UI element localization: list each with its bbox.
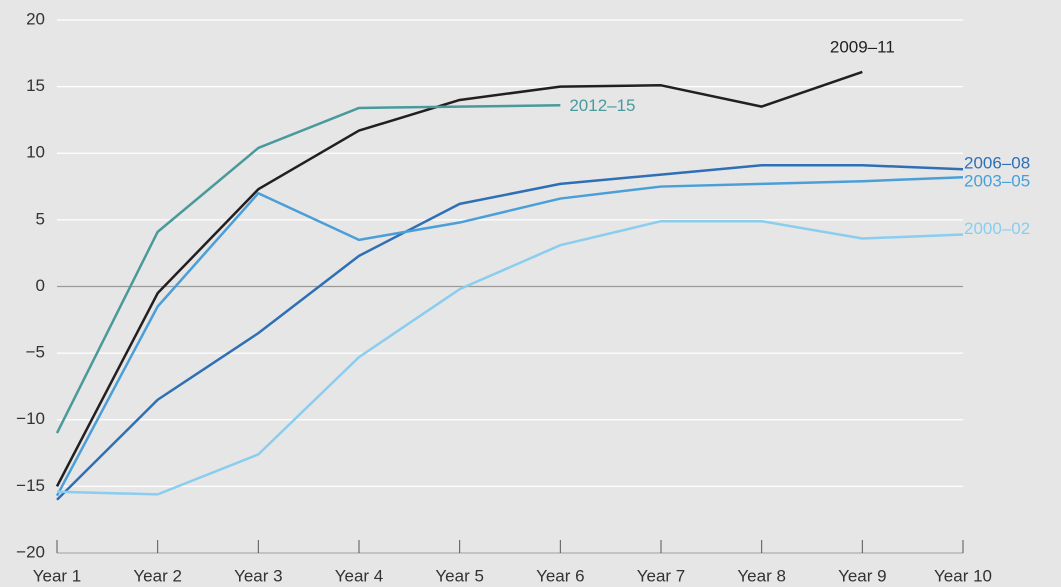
series-label: 2009–11 (830, 37, 895, 56)
series-line (56, 163, 964, 501)
series-line (55, 175, 964, 497)
series-label: 2006–08 (964, 154, 1030, 173)
series-line (56, 219, 964, 496)
series-line (55, 70, 863, 487)
x-tick-label: Year 10 (934, 566, 992, 585)
y-tick-label: 0 (36, 276, 45, 295)
y-tick-label: 10 (26, 143, 45, 162)
x-tick-label: Year 8 (737, 566, 786, 585)
y-tick-label: 15 (26, 76, 45, 95)
series-label: 2012–15 (569, 96, 635, 115)
series-line (55, 104, 561, 434)
y-tick-label: −15 (16, 476, 45, 495)
y-tick-label: 5 (36, 209, 45, 228)
x-tick-label: Year 1 (33, 566, 82, 585)
x-tick-label: Year 5 (435, 566, 484, 585)
x-tick-label: Year 3 (234, 566, 283, 585)
x-tick-label: Year 9 (838, 566, 887, 585)
y-tick-label: −20 (16, 542, 45, 561)
x-tick-label: Year 7 (637, 566, 686, 585)
x-tick-label: Year 4 (335, 566, 384, 585)
y-tick-label: 20 (26, 9, 45, 28)
series-label: 2003–05 (964, 172, 1030, 191)
x-tick-label: Year 2 (133, 566, 182, 585)
y-tick-label: −10 (16, 409, 45, 428)
series-label: 2000–02 (964, 219, 1030, 238)
y-tick-label: −5 (26, 343, 45, 362)
x-tick-label: Year 6 (536, 566, 585, 585)
